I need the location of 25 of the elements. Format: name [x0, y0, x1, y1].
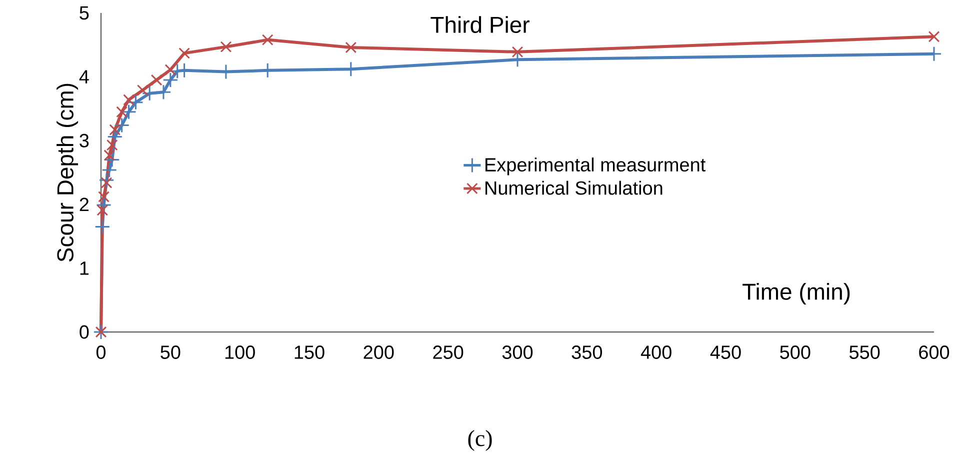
y-tick-label: 3 — [80, 134, 89, 148]
legend-label: Experimental measurment — [486, 158, 706, 176]
text: (c) — [468, 430, 492, 451]
y-tick-label: 2 — [80, 198, 89, 212]
legend-label: Numerical Simulation — [486, 180, 662, 195]
x-tick-label: 300 — [502, 346, 533, 359]
y-tick-label: 4 — [79, 70, 89, 84]
chart-title: Third Pier — [430, 16, 530, 33]
x-tick-label: 500 — [780, 346, 810, 359]
x-tick-label: 450 — [710, 346, 741, 359]
x-axis-title: Time (min) — [742, 283, 850, 304]
x-tick-label: 550 — [849, 346, 880, 359]
x-tick-label: 100 — [225, 346, 255, 359]
x-tick-label: 50 — [160, 346, 180, 359]
y-axis-title: Scour Depth (cm) — [56, 84, 78, 262]
x-tick-label: 0 — [96, 346, 106, 359]
y-tick-label: 0 — [80, 325, 89, 339]
y-tick-label: 5 — [80, 6, 89, 20]
x-tick-label: 150 — [294, 346, 324, 359]
x-tick-label: 250 — [433, 346, 464, 359]
x-tick-label: 400 — [640, 346, 672, 359]
x-tick-label: 200 — [364, 346, 394, 359]
x-tick-label: 600 — [919, 346, 950, 359]
y-tick-label: 1 — [80, 262, 89, 275]
x-tick-label: 350 — [572, 346, 602, 359]
